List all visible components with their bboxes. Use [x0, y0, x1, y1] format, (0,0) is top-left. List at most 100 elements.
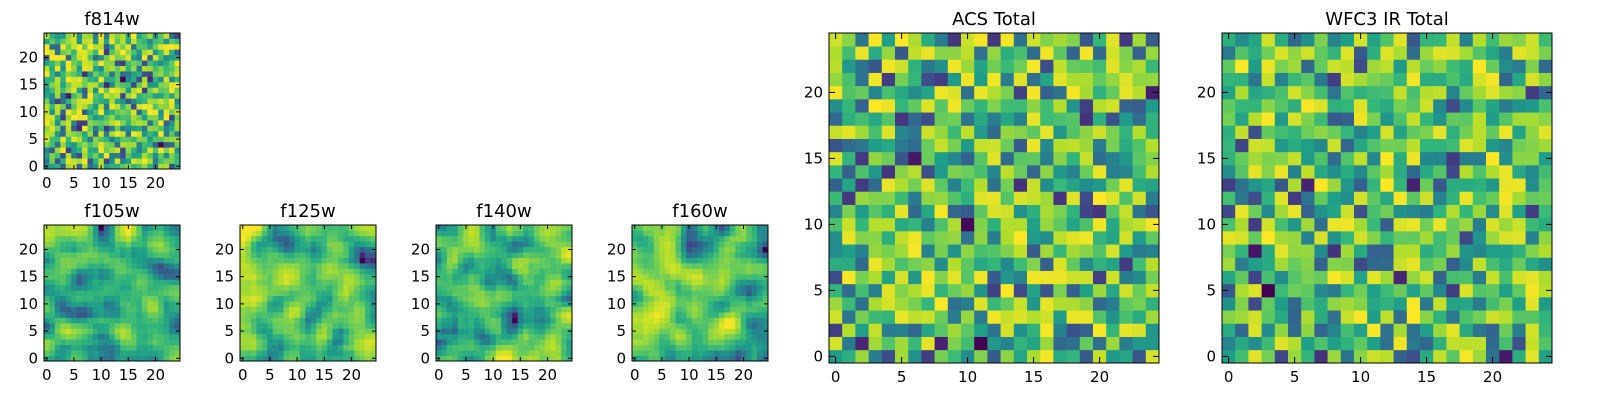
heatmap-cell	[87, 328, 94, 335]
heatmap-cell	[523, 322, 529, 329]
heatmap-cell	[82, 339, 88, 346]
heatmap-cell	[49, 109, 56, 115]
heatmap-cell	[82, 235, 88, 242]
heatmap-cell	[109, 284, 116, 291]
heatmap-cell	[1433, 72, 1447, 87]
heatmap-cell	[436, 317, 442, 324]
heatmap-cell	[71, 141, 77, 148]
heatmap-cell	[163, 350, 170, 356]
heatmap-cell	[114, 284, 121, 291]
heatmap-cell	[512, 328, 518, 335]
heatmap-cell	[1340, 217, 1355, 232]
heatmap-cell	[1053, 231, 1067, 245]
heatmap-cell	[359, 328, 366, 335]
heatmap-cell	[757, 306, 763, 313]
heatmap-cell	[484, 263, 491, 269]
heatmap-cell	[908, 257, 922, 271]
heatmap-cell	[664, 306, 671, 313]
heatmap-cell	[109, 268, 116, 275]
heatmap-cell	[495, 235, 502, 242]
heatmap-cell	[517, 344, 524, 351]
heatmap-cell	[735, 355, 742, 362]
heatmap-cell	[1327, 72, 1342, 87]
heatmap-cell	[1132, 257, 1147, 271]
heatmap-cell	[120, 230, 126, 237]
heatmap-cell	[691, 312, 698, 318]
heatmap-cell	[1222, 231, 1236, 245]
heatmap-cell	[54, 350, 61, 356]
heatmap-cell	[934, 217, 949, 232]
heatmap-cell	[506, 246, 513, 253]
heatmap-cell	[60, 306, 67, 313]
heatmap-cell	[637, 306, 644, 313]
heatmap-cell	[533, 273, 540, 280]
heatmap-cell	[71, 339, 77, 346]
heatmap-cell	[523, 279, 529, 286]
heatmap-cell	[1079, 283, 1094, 298]
heatmap-cell	[484, 230, 491, 237]
heatmap-cell	[1248, 231, 1262, 245]
heatmap-cell	[468, 333, 475, 340]
heatmap-cell	[1027, 283, 1041, 298]
heatmap-cell	[708, 241, 714, 248]
heatmap-cell	[512, 350, 518, 356]
y-tick-label: 0	[616, 349, 626, 367]
heatmap-cell	[114, 317, 121, 324]
heatmap-cell	[501, 225, 508, 231]
heatmap-cell	[163, 158, 170, 164]
heatmap-cell	[686, 273, 693, 280]
heatmap-cell	[479, 268, 486, 275]
heatmap-cell	[490, 279, 497, 286]
heatmap-cell	[136, 163, 143, 170]
heatmap-cell	[539, 344, 546, 351]
heatmap-cell	[71, 65, 77, 72]
heatmap-cell	[158, 306, 165, 313]
heatmap-cell	[961, 112, 975, 126]
heatmap-cell	[868, 191, 883, 205]
heatmap-cell	[746, 268, 753, 275]
heatmap-cell	[961, 244, 975, 258]
heatmap-cell	[842, 336, 856, 351]
heatmap-cell	[708, 257, 714, 264]
heatmap-cell	[103, 92, 110, 99]
heatmap-cell	[653, 295, 660, 302]
heatmap-cell	[65, 152, 72, 159]
heatmap-cell	[109, 333, 116, 340]
heatmap-cell	[44, 114, 50, 121]
heatmap-cell	[680, 246, 687, 253]
heatmap-cell	[474, 290, 480, 297]
heatmap-cell	[125, 290, 132, 297]
heatmap-cell	[544, 279, 551, 286]
heatmap-cell	[523, 257, 529, 264]
heatmap-cell	[87, 103, 94, 110]
heatmap-cell	[1222, 165, 1236, 179]
heatmap-cell	[158, 284, 165, 291]
heatmap-cell	[501, 301, 508, 307]
heatmap-cell	[512, 230, 518, 237]
heatmap-cell	[1354, 112, 1368, 126]
heatmap-cell	[675, 235, 682, 242]
heatmap-cell	[1499, 125, 1513, 139]
heatmap-cell	[87, 295, 94, 302]
heatmap-cell	[65, 301, 72, 307]
heatmap-cell	[261, 306, 268, 313]
heatmap-cell	[343, 339, 350, 346]
heatmap-cell	[261, 284, 268, 291]
heatmap-cell	[299, 317, 306, 324]
heatmap-cell	[54, 306, 61, 313]
heatmap-cell	[147, 344, 154, 351]
heatmap-cell	[881, 191, 896, 205]
heatmap-cell	[1222, 283, 1236, 298]
heatmap-cell	[757, 290, 763, 297]
heatmap-cell	[686, 328, 693, 335]
heatmap-cell	[829, 138, 843, 153]
heatmap-cell	[446, 350, 453, 356]
heatmap-cell	[921, 270, 935, 285]
heatmap-cell	[54, 33, 61, 39]
heatmap-cell	[158, 76, 165, 83]
heatmap-cell	[1486, 257, 1500, 271]
heatmap-cell	[474, 312, 480, 318]
heatmap-cell	[1433, 125, 1447, 139]
heatmap-cell	[1340, 191, 1355, 205]
heatmap-cell	[76, 235, 83, 242]
